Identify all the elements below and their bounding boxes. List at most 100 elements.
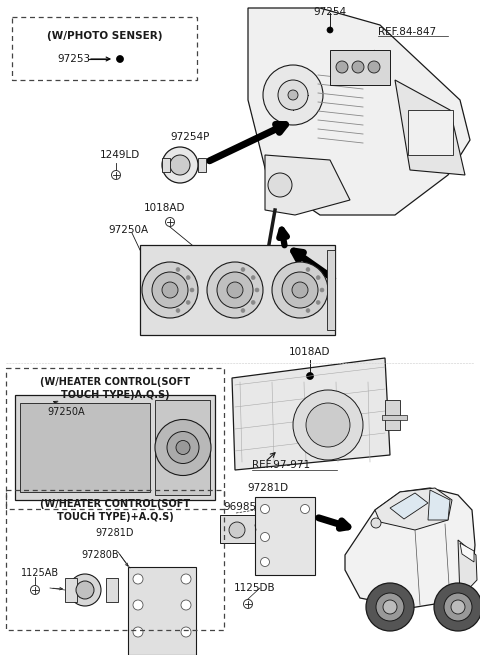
Circle shape [292, 282, 308, 298]
Circle shape [176, 309, 180, 312]
Circle shape [320, 288, 324, 292]
Circle shape [241, 267, 245, 271]
Text: 97250A: 97250A [108, 225, 148, 235]
Circle shape [162, 147, 198, 183]
Circle shape [261, 504, 269, 514]
Circle shape [376, 593, 404, 621]
Circle shape [371, 518, 381, 528]
Circle shape [243, 599, 252, 608]
Polygon shape [395, 80, 465, 175]
Bar [15, 395, 215, 500]
Circle shape [261, 557, 269, 567]
Circle shape [293, 390, 363, 460]
Bar [255, 497, 315, 575]
Circle shape [170, 155, 190, 175]
Text: (W/HEATER CONTROL(SOFT: (W/HEATER CONTROL(SOFT [40, 499, 190, 509]
Text: (W/HEATER CONTROL(SOFT: (W/HEATER CONTROL(SOFT [40, 377, 190, 387]
Circle shape [451, 600, 465, 614]
Circle shape [111, 170, 120, 179]
Circle shape [241, 309, 245, 312]
Bar [385, 400, 400, 430]
Bar [162, 158, 170, 172]
Text: 97281D: 97281D [247, 483, 288, 493]
Bar [408, 110, 453, 155]
Circle shape [181, 627, 191, 637]
Circle shape [251, 276, 255, 280]
Circle shape [316, 276, 320, 280]
Text: 1018AD: 1018AD [289, 347, 331, 357]
Text: 97280B: 97280B [81, 550, 119, 560]
Circle shape [217, 272, 253, 308]
Circle shape [282, 272, 318, 308]
Text: (W/PHOTO SENSER): (W/PHOTO SENSER) [47, 31, 162, 41]
Circle shape [288, 90, 298, 100]
Circle shape [300, 504, 310, 514]
Bar [220, 515, 255, 543]
Circle shape [227, 282, 243, 298]
Circle shape [272, 262, 328, 318]
Circle shape [229, 522, 245, 538]
Circle shape [263, 65, 323, 125]
Circle shape [133, 574, 143, 584]
Text: 1018AD: 1018AD [144, 203, 186, 213]
Text: 96985: 96985 [223, 502, 257, 512]
Circle shape [306, 403, 350, 447]
Bar [20, 403, 150, 492]
Circle shape [176, 441, 190, 455]
Bar [65, 578, 77, 602]
Circle shape [176, 267, 180, 271]
Text: REF.97-971: REF.97-971 [252, 460, 310, 470]
Bar [155, 400, 210, 495]
Polygon shape [248, 8, 470, 215]
Circle shape [186, 301, 190, 305]
Polygon shape [265, 155, 350, 215]
Circle shape [207, 262, 263, 318]
Text: 97281D: 97281D [96, 528, 134, 538]
Bar [106, 578, 118, 602]
Polygon shape [428, 490, 450, 520]
Polygon shape [375, 488, 452, 530]
Polygon shape [232, 358, 390, 470]
Bar [330, 50, 390, 85]
Polygon shape [460, 543, 474, 562]
Circle shape [336, 61, 348, 73]
Circle shape [190, 288, 194, 292]
Circle shape [261, 533, 269, 542]
Circle shape [155, 419, 211, 476]
Circle shape [444, 593, 472, 621]
Circle shape [278, 80, 308, 110]
Circle shape [186, 276, 190, 280]
Circle shape [366, 583, 414, 631]
Bar [128, 567, 196, 655]
Circle shape [255, 288, 259, 292]
Text: 1249LD: 1249LD [100, 150, 140, 160]
Circle shape [251, 301, 255, 305]
Circle shape [167, 432, 199, 464]
Circle shape [31, 586, 39, 595]
Circle shape [181, 600, 191, 610]
Circle shape [181, 574, 191, 584]
Text: 1125AB: 1125AB [21, 568, 59, 578]
Circle shape [142, 262, 198, 318]
Circle shape [166, 217, 175, 227]
Circle shape [368, 61, 380, 73]
Circle shape [162, 282, 178, 298]
Text: 97254: 97254 [313, 7, 347, 17]
Circle shape [133, 600, 143, 610]
Circle shape [133, 627, 143, 637]
Circle shape [117, 56, 123, 62]
Circle shape [307, 373, 313, 379]
Circle shape [383, 600, 397, 614]
Text: TOUCH TYPE)+A.Q.S): TOUCH TYPE)+A.Q.S) [57, 512, 173, 522]
Circle shape [306, 267, 310, 271]
Circle shape [316, 301, 320, 305]
Circle shape [69, 574, 101, 606]
Bar [382, 415, 407, 420]
Bar [140, 245, 335, 335]
Bar [6, 368, 224, 509]
Polygon shape [458, 540, 477, 598]
Bar [198, 158, 206, 172]
Circle shape [434, 583, 480, 631]
Text: REF.84-847: REF.84-847 [378, 27, 436, 37]
Text: 1125DB: 1125DB [234, 583, 276, 593]
